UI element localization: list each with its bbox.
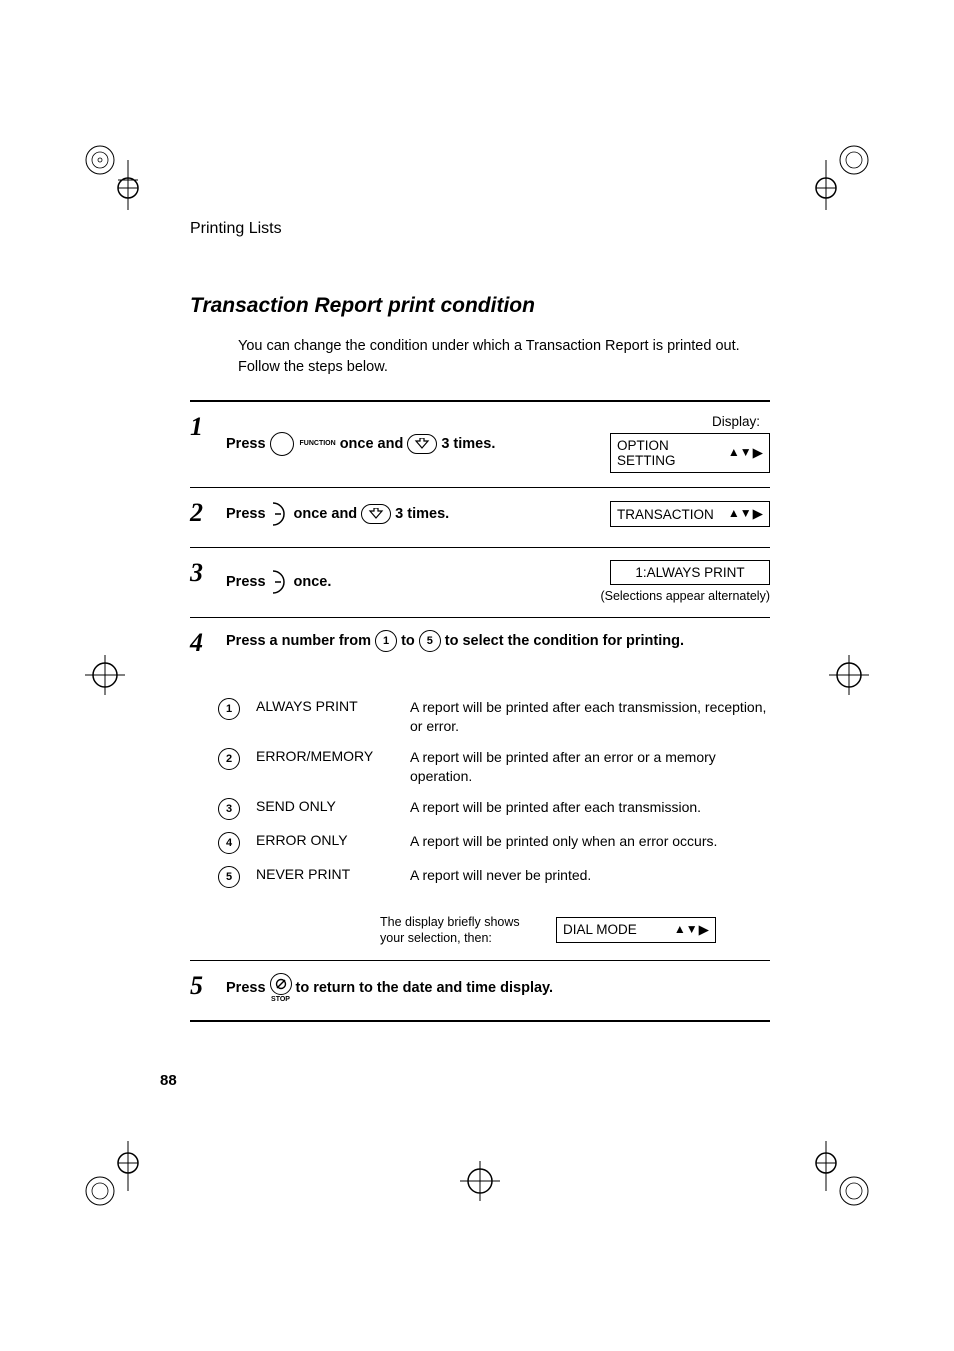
crop-mark-bc bbox=[455, 1156, 505, 1206]
press-label: Press bbox=[226, 436, 266, 452]
crop-mark-br bbox=[804, 1141, 874, 1211]
option-label: ALWAYS PRINT bbox=[256, 698, 394, 714]
stop-button-icon: STOP bbox=[270, 973, 292, 1003]
option-key-icon: 4 bbox=[218, 832, 240, 854]
three-times-label: 3 times. bbox=[441, 436, 495, 452]
right-half-button-icon bbox=[270, 500, 290, 528]
crop-mark-tr bbox=[804, 140, 874, 210]
option-label: SEND ONLY bbox=[256, 798, 394, 814]
stop-caption: STOP bbox=[271, 996, 290, 1003]
step-number: 4 bbox=[190, 630, 216, 656]
to-label: to bbox=[401, 633, 415, 649]
crop-mark-bl bbox=[80, 1141, 150, 1211]
crop-mark-mr bbox=[824, 650, 874, 700]
three-times-label: 3 times. bbox=[395, 506, 449, 522]
crop-mark-ml bbox=[80, 650, 130, 700]
display-value: OPTION SETTING bbox=[617, 438, 724, 468]
alternately-note: (Selections appear alternately) bbox=[600, 589, 770, 603]
option-description: A report will be printed after each tran… bbox=[410, 798, 770, 817]
nav-arrows-icon: ▲▼▶ bbox=[674, 922, 709, 938]
press-label: Press bbox=[226, 574, 266, 590]
once-label: once. bbox=[294, 574, 332, 590]
step-4: 4 Press a number from 1 to 5 to select t… bbox=[190, 617, 770, 960]
step-5: 5 Press STOP to return to the date and t… bbox=[190, 960, 770, 1020]
option-key-icon: 3 bbox=[218, 798, 240, 820]
option-row: 4 ERROR ONLY A report will be printed only… bbox=[218, 826, 770, 860]
return-text: to return to the date and time display. bbox=[296, 980, 554, 996]
function-caption: FUNCTION bbox=[300, 440, 336, 447]
display-caption: Display: bbox=[712, 414, 770, 429]
page-title: Transaction Report print condition bbox=[190, 294, 770, 318]
once-and-label: once and bbox=[340, 436, 404, 452]
step-1: 1 Press FUNCTION once and 3 times. Displ… bbox=[190, 402, 770, 487]
right-half-button-icon bbox=[270, 568, 290, 596]
option-label: NEVER PRINT bbox=[256, 866, 394, 882]
option-label: ERROR ONLY bbox=[256, 832, 394, 848]
key-5-icon: 5 bbox=[419, 630, 441, 652]
display-value: TRANSACTION bbox=[617, 507, 724, 522]
down-arrow-button-icon bbox=[407, 434, 437, 454]
option-key-icon: 1 bbox=[218, 698, 240, 720]
option-row: 2 ERROR/MEMORY A report will be printed af… bbox=[218, 742, 770, 792]
step-number: 3 bbox=[190, 560, 216, 586]
post-selection-note: The display briefly shows your selection… bbox=[380, 914, 540, 947]
press-label: Press bbox=[226, 506, 266, 522]
display-box: 1:ALWAYS PRINT bbox=[610, 560, 770, 585]
once-and-label: once and bbox=[294, 506, 358, 522]
option-row: 1 ALWAYS PRINT A report will be printed af… bbox=[218, 692, 770, 742]
option-description: A report will be printed after an error … bbox=[410, 748, 770, 786]
option-label: ERROR/MEMORY bbox=[256, 748, 394, 764]
option-description: A report will be printed only when an er… bbox=[410, 832, 770, 851]
step-number: 1 bbox=[190, 414, 216, 440]
display-box: TRANSACTION ▲▼▶ bbox=[610, 501, 770, 527]
option-key-icon: 5 bbox=[218, 866, 240, 888]
page-number: 88 bbox=[160, 1072, 177, 1089]
step-number: 5 bbox=[190, 973, 216, 999]
steps-container: 1 Press FUNCTION once and 3 times. Displ… bbox=[190, 400, 770, 1022]
post-selection-row: The display briefly shows your selection… bbox=[380, 914, 716, 947]
function-button-icon bbox=[270, 432, 294, 456]
nav-arrows-icon: ▲▼▶ bbox=[728, 445, 763, 461]
nav-arrows-icon: ▲▼▶ bbox=[728, 506, 763, 522]
display-box: DIAL MODE ▲▼▶ bbox=[556, 917, 716, 943]
key-1-icon: 1 bbox=[375, 630, 397, 652]
option-row: 5 NEVER PRINT A report will never be print… bbox=[218, 860, 770, 894]
page-content: Printing Lists Transaction Report print … bbox=[190, 220, 770, 1022]
option-row: 3 SEND ONLY A report will be printed after… bbox=[218, 792, 770, 826]
step-number: 2 bbox=[190, 500, 216, 526]
option-description: A report will be printed after each tran… bbox=[410, 698, 770, 736]
display-box: OPTION SETTING ▲▼▶ bbox=[610, 433, 770, 473]
press-number-prefix: Press a number from bbox=[226, 633, 371, 649]
display-value: 1:ALWAYS PRINT bbox=[635, 565, 744, 580]
display-value: DIAL MODE bbox=[563, 922, 670, 937]
down-arrow-button-icon bbox=[361, 504, 391, 524]
section-header: Printing Lists bbox=[190, 220, 770, 238]
options-list: 1 ALWAYS PRINT A report will be printed af… bbox=[190, 692, 770, 894]
step-3: 3 Press once. 1:ALWAYS PRINT (Selections… bbox=[190, 547, 770, 617]
press-label: Press bbox=[226, 980, 266, 996]
step-2: 2 Press once and 3 times. TRANSACTION bbox=[190, 487, 770, 547]
option-description: A report will never be printed. bbox=[410, 866, 770, 885]
intro-text: You can change the condition under which… bbox=[238, 336, 770, 378]
crop-mark-tl bbox=[80, 140, 150, 210]
option-key-icon: 2 bbox=[218, 748, 240, 770]
select-condition-suffix: to select the condition for printing. bbox=[445, 633, 684, 649]
